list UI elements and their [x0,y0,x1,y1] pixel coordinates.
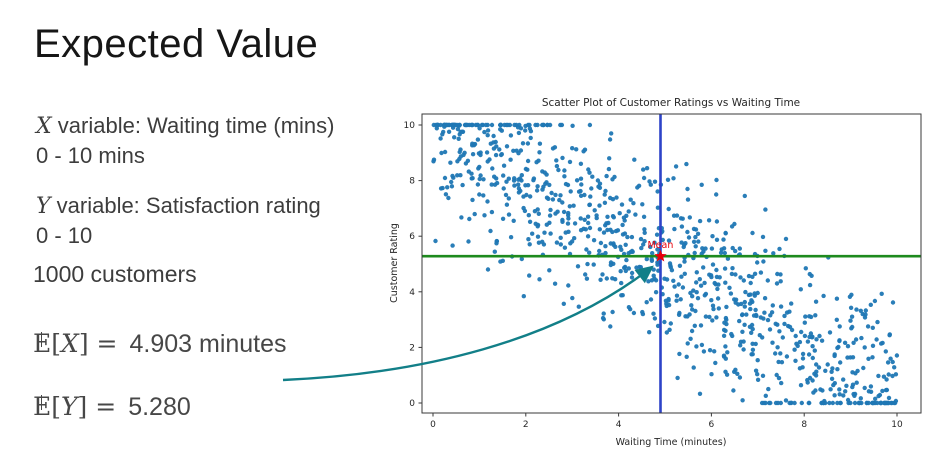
expectation-y-value: 5.280 [128,393,191,421]
expectation-y: E[Y] = 5.280 [33,392,191,421]
svg-text:4: 4 [409,288,415,298]
math-symbol-y: Y [36,194,51,219]
mean-label: Mean [647,240,673,251]
svg-text:0: 0 [430,420,436,430]
variable-x-line: X variable: Waiting time (mins) [36,111,334,141]
double-struck-E-icon: E [33,329,52,358]
page-title: Expected Value [34,22,319,66]
chart-title: Scatter Plot of Customer Ratings vs Wait… [542,97,800,109]
svg-text:10: 10 [891,420,903,430]
variable-x-range: 0 - 10 mins [36,143,145,168]
variable-y-block: Y variable: Satisfaction rating 0 - 10 [36,191,321,250]
expectation-x-value: 4.903 minutes [129,330,287,358]
svg-text:0: 0 [409,399,415,409]
scatter-plot-svg: Scatter Plot of Customer Ratings vs Wait… [389,97,922,448]
scatter-points [431,122,900,406]
y-axis-label: Customer Rating [389,223,400,303]
svg-text:6: 6 [409,232,415,242]
svg-text:10: 10 [404,121,416,131]
x-axis-label: Waiting Time (minutes) [616,437,727,448]
variable-x-text: variable: Waiting time (mins) [51,113,335,138]
mean-lines: Mean [422,114,921,413]
mean-star-icon [654,249,667,262]
svg-text:6: 6 [709,420,715,430]
scatter-plot: Scatter Plot of Customer Ratings vs Wait… [386,93,944,459]
variable-y-line: Y variable: Satisfaction rating [36,191,321,221]
double-struck-E-icon: E [33,392,52,421]
math-symbol-x: X [36,114,52,139]
svg-text:8: 8 [409,177,415,187]
svg-text:4: 4 [616,420,622,430]
axes: 0 2 4 6 8 10 0 2 4 6 8 10 [404,113,922,430]
svg-text:8: 8 [801,420,807,430]
variable-y-text: variable: Satisfaction rating [50,193,321,218]
svg-text:2: 2 [523,420,529,430]
variable-x-block: X variable: Waiting time (mins) 0 - 10 m… [36,111,334,170]
customer-count: 1000 customers [33,261,197,287]
variable-y-range: 0 - 10 [36,223,93,248]
expectation-x: E[X] = 4.903 minutes [33,329,287,358]
svg-text:2: 2 [409,343,415,353]
